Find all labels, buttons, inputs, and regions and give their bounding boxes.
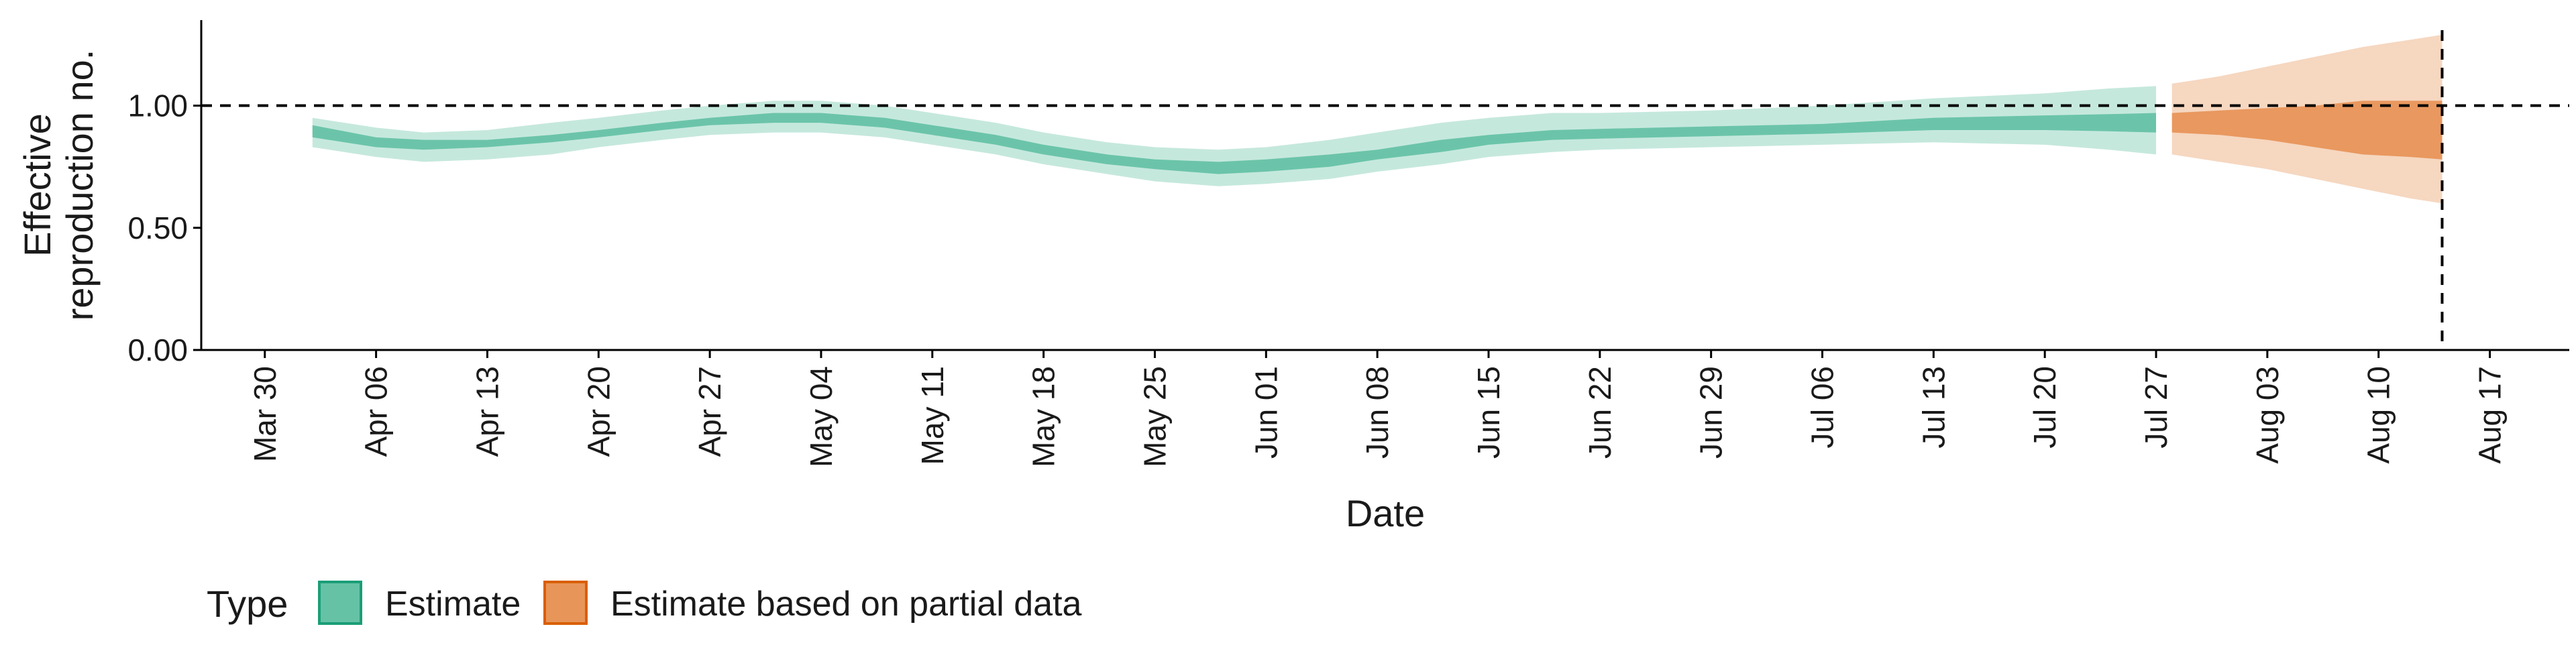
legend-key-partial-data <box>543 581 588 625</box>
x-tick-label-11: Jun 15 <box>1471 366 1506 459</box>
reference-lines-layer <box>201 30 2569 350</box>
y-tick-label-1: 0.50 <box>127 211 188 245</box>
ribbon-90-estimate <box>312 86 2156 186</box>
ribbons-layer <box>312 34 2443 204</box>
x-tick-label-16: Jul 20 <box>2027 366 2062 449</box>
legend: Type Estimate Estimate based on partial … <box>207 581 1082 625</box>
x-tick-label-18: Aug 03 <box>2250 366 2285 464</box>
y-axis-title-line-2: reproduction no. <box>58 50 101 321</box>
x-axis-ticks: Mar 30 Apr 06 Apr 13 Apr 20 Apr 27 May 04 May … <box>248 350 2508 467</box>
x-tick-label-1: Apr 06 <box>359 366 394 457</box>
y-axis-ticks: 0.00 0.50 1.00 <box>127 89 201 367</box>
x-tick-label-15: Jul 13 <box>1916 366 1951 449</box>
axes-layer <box>200 20 2569 351</box>
x-tick-label-10: Jun 08 <box>1360 366 1395 459</box>
legend-title: Type <box>207 583 288 625</box>
x-tick-label-14: Jul 06 <box>1805 366 1840 449</box>
y-axis-title-line-1: Effective <box>16 113 58 257</box>
x-tick-label-19: Aug 10 <box>2361 366 2396 464</box>
legend-label-estimate: Estimate <box>385 585 521 624</box>
y-tick-label-0: 0.00 <box>127 333 188 367</box>
ribbon-50-estimate <box>312 113 2156 174</box>
x-tick-label-2: Apr 13 <box>470 366 504 457</box>
legend-key-estimate <box>318 581 362 625</box>
ribbon-50-partial-data <box>2171 101 2443 160</box>
x-tick-label-3: Apr 20 <box>581 366 616 457</box>
x-tick-label-12: Jun 22 <box>1582 366 1617 459</box>
x-tick-label-0: Mar 30 <box>248 366 282 462</box>
x-tick-label-13: Jun 29 <box>1694 366 1729 459</box>
x-tick-label-17: Jul 27 <box>2139 366 2174 449</box>
y-tick-label-2: 1.00 <box>127 89 188 123</box>
x-tick-label-7: May 18 <box>1026 366 1061 467</box>
x-tick-label-20: Aug 17 <box>2473 366 2508 464</box>
x-tick-label-4: Apr 27 <box>692 366 727 457</box>
x-tick-label-5: May 04 <box>804 366 839 467</box>
legend-label-partial-data: Estimate based on partial data <box>610 585 1082 624</box>
x-tick-label-6: May 11 <box>915 366 950 465</box>
x-axis-title: Date <box>1346 492 1425 534</box>
x-tick-label-8: May 25 <box>1137 366 1172 467</box>
x-tick-label-9: Jun 01 <box>1248 366 1283 459</box>
